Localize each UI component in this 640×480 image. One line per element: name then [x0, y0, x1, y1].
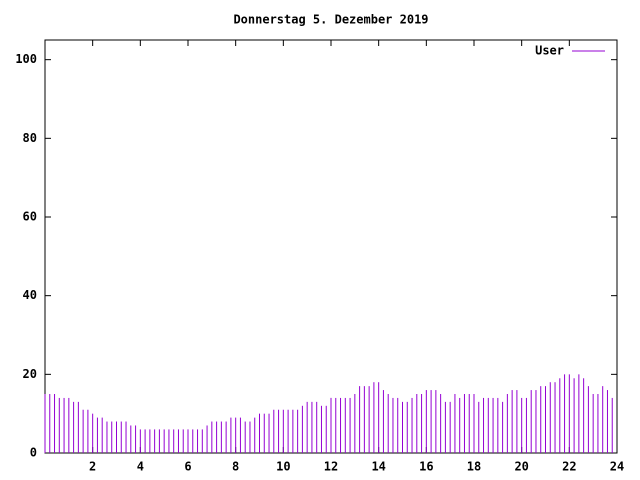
- y-tick-label: 100: [15, 52, 37, 66]
- x-tick-label: 4: [137, 460, 144, 474]
- x-tick-label: 8: [232, 460, 239, 474]
- x-tick-label: 20: [514, 460, 528, 474]
- y-tick-label: 40: [23, 288, 37, 302]
- x-tick-label: 14: [371, 460, 385, 474]
- x-tick-label: 18: [467, 460, 481, 474]
- x-tick-label: 10: [276, 460, 290, 474]
- y-tick-label: 0: [30, 446, 37, 460]
- x-tick-label: 12: [324, 460, 338, 474]
- x-tick-label: 16: [419, 460, 433, 474]
- x-tick-label: 24: [610, 460, 624, 474]
- x-tick-label: 6: [184, 460, 191, 474]
- chart-title: Donnerstag 5. Dezember 2019: [233, 13, 428, 27]
- y-tick-label: 80: [23, 131, 37, 145]
- x-tick-label: 22: [562, 460, 576, 474]
- y-tick-label: 60: [23, 210, 37, 224]
- y-tick-label: 20: [23, 367, 37, 381]
- x-tick-label: 2: [89, 460, 96, 474]
- legend-label: User: [535, 44, 564, 58]
